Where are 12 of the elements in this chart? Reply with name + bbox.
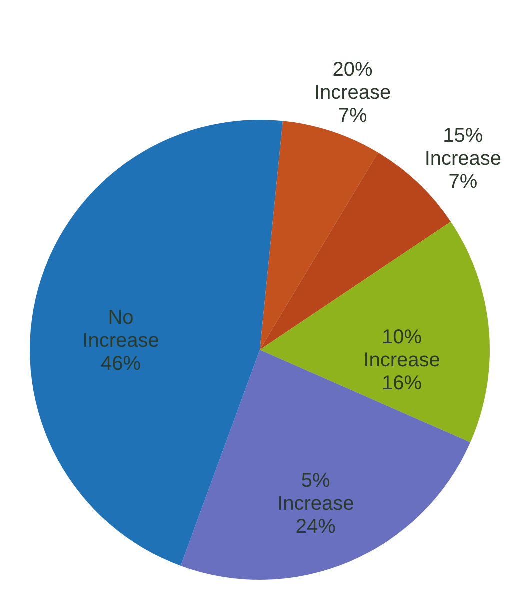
pie-slice bbox=[180, 350, 471, 580]
pie-slice bbox=[260, 222, 490, 443]
data-label: 24% bbox=[296, 516, 336, 538]
data-label: 16% bbox=[382, 372, 422, 394]
slice-label: 15% Increase bbox=[424, 125, 502, 170]
slice-label: 10% Increase bbox=[364, 326, 440, 372]
data-label: 7% bbox=[448, 171, 478, 194]
data-label: 7% bbox=[338, 104, 368, 127]
slice-label: No Increase bbox=[82, 307, 160, 352]
slice-label: 5% Increase bbox=[278, 470, 354, 516]
data-label: 46% bbox=[101, 353, 142, 376]
slice-label: 20% Increase bbox=[314, 58, 392, 104]
